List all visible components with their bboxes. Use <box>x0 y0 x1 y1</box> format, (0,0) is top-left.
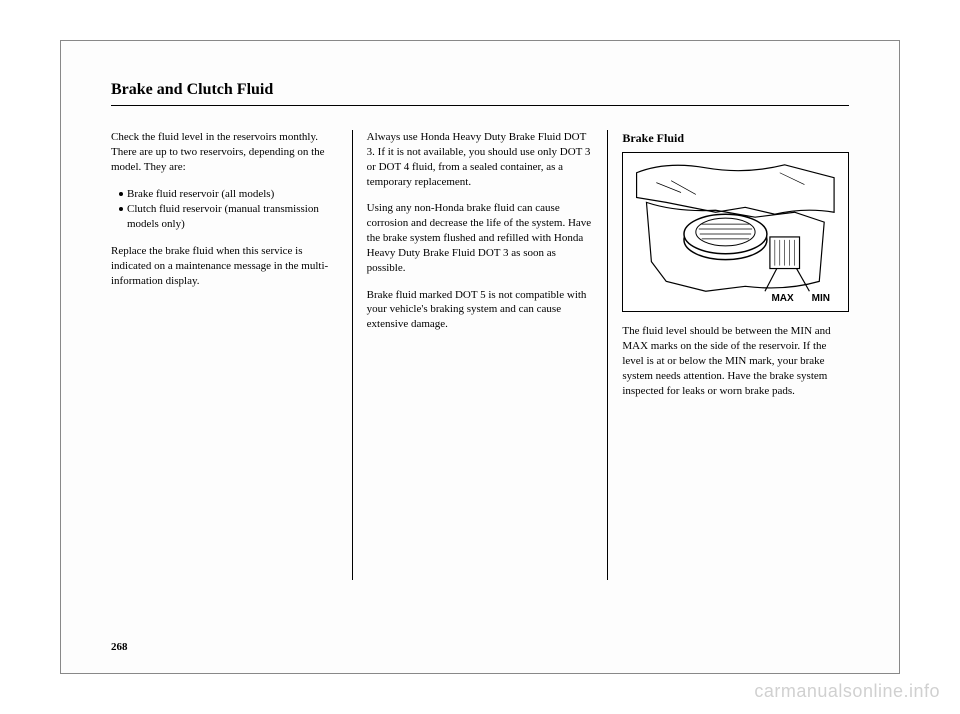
page-number: 268 <box>111 641 128 653</box>
content-columns: Check the fluid level in the reservoirs … <box>111 130 849 580</box>
list-item-text: Brake fluid reservoir (all models) <box>127 187 274 202</box>
section-heading: Brake Fluid <box>622 130 849 146</box>
list-item: Clutch fluid reservoir (manual transmiss… <box>119 202 338 232</box>
paragraph: Using any non-Honda brake fluid can caus… <box>367 201 594 275</box>
page-title: Brake and Clutch Fluid <box>111 81 849 99</box>
paragraph: Brake fluid marked DOT 5 is not compatib… <box>367 288 594 333</box>
list-item-text: Clutch fluid reservoir (manual transmiss… <box>127 202 338 232</box>
reservoir-labels: MAX MIN <box>771 292 830 306</box>
column-1: Check the fluid level in the reservoirs … <box>111 130 352 580</box>
max-label: MAX <box>771 292 793 306</box>
list-item: Brake fluid reservoir (all models) <box>119 187 338 202</box>
paragraph: Check the fluid level in the reservoirs … <box>111 130 338 175</box>
bullet-list: Brake fluid reservoir (all models) Clutc… <box>111 187 338 233</box>
watermark-text: carmanualsonline.info <box>754 681 940 702</box>
bullet-icon <box>119 207 123 211</box>
column-3: Brake Fluid <box>608 130 849 580</box>
paragraph: Always use Honda Heavy Duty Brake Fluid … <box>367 130 594 189</box>
title-rule <box>111 105 849 106</box>
brake-reservoir-diagram: MAX MIN <box>622 152 849 312</box>
paragraph: The fluid level should be between the MI… <box>622 324 849 398</box>
min-label: MIN <box>812 292 830 306</box>
reservoir-illustration <box>623 153 848 311</box>
column-2: Always use Honda Heavy Duty Brake Fluid … <box>353 130 608 580</box>
manual-page: Brake and Clutch Fluid Check the fluid l… <box>60 40 900 674</box>
bullet-icon <box>119 192 123 196</box>
paragraph: Replace the brake fluid when this servic… <box>111 244 338 289</box>
